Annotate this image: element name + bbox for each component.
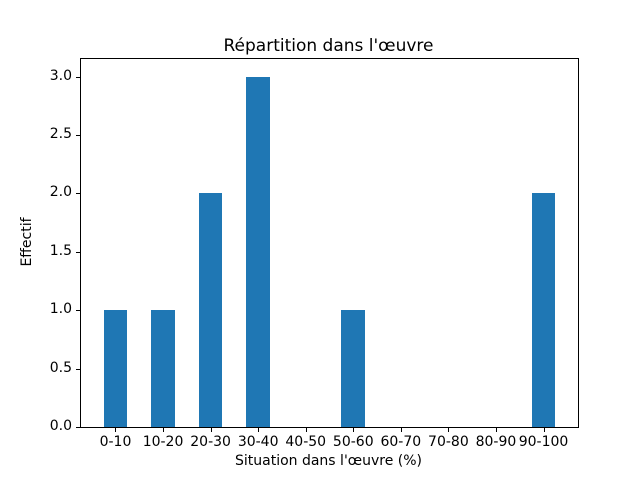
x-tick-mark	[163, 428, 165, 432]
x-tick-mark	[495, 428, 497, 432]
y-tick-mark	[76, 368, 80, 370]
x-axis-label: Situation dans l'œuvre (%)	[234, 453, 423, 469]
x-tick-label: 0-10	[99, 434, 132, 450]
y-tick-label: 0.0	[49, 418, 72, 434]
x-tick-label: 90-100	[518, 434, 569, 450]
x-tick-label: 30-40	[237, 434, 279, 450]
y-tick-mark	[76, 76, 80, 78]
x-tick-label: 20-30	[190, 434, 231, 450]
y-tick-mark	[76, 251, 80, 253]
bar	[246, 76, 271, 427]
bar	[341, 310, 366, 427]
x-tick-label: 40-50	[285, 434, 327, 450]
y-tick-label: 1.5	[49, 242, 72, 259]
y-tick-label: 2.5	[49, 125, 72, 142]
y-tick-label: 2.0	[49, 184, 72, 201]
y-tick-mark	[76, 427, 80, 428]
y-tick-mark	[76, 134, 80, 136]
y-tick-mark	[76, 310, 80, 312]
x-tick-mark	[210, 428, 212, 432]
x-tick-mark	[543, 428, 545, 432]
x-tick-mark	[258, 428, 260, 432]
plot-area	[80, 58, 579, 428]
y-tick-mark	[76, 193, 80, 195]
x-tick-label: 60-70	[380, 434, 422, 450]
bar	[198, 193, 223, 427]
y-tick-label: 0.5	[49, 359, 72, 376]
chart-title: Répartition dans l'œuvre	[223, 36, 434, 56]
bar	[151, 310, 175, 427]
x-tick-label: 50-60	[332, 434, 374, 450]
bar	[531, 193, 556, 427]
y-tick-label: 1.0	[49, 301, 72, 318]
x-tick-mark	[353, 428, 355, 432]
x-tick-label: 70-80	[428, 434, 469, 450]
x-tick-mark	[448, 428, 450, 432]
x-tick-label: 10-20	[142, 434, 184, 450]
y-tick-label: 3.0	[49, 67, 72, 84]
x-tick-label: 80-90	[475, 434, 517, 450]
bar	[103, 310, 128, 427]
x-tick-mark	[115, 428, 117, 432]
x-tick-mark	[400, 428, 402, 432]
x-tick-mark	[305, 428, 307, 432]
